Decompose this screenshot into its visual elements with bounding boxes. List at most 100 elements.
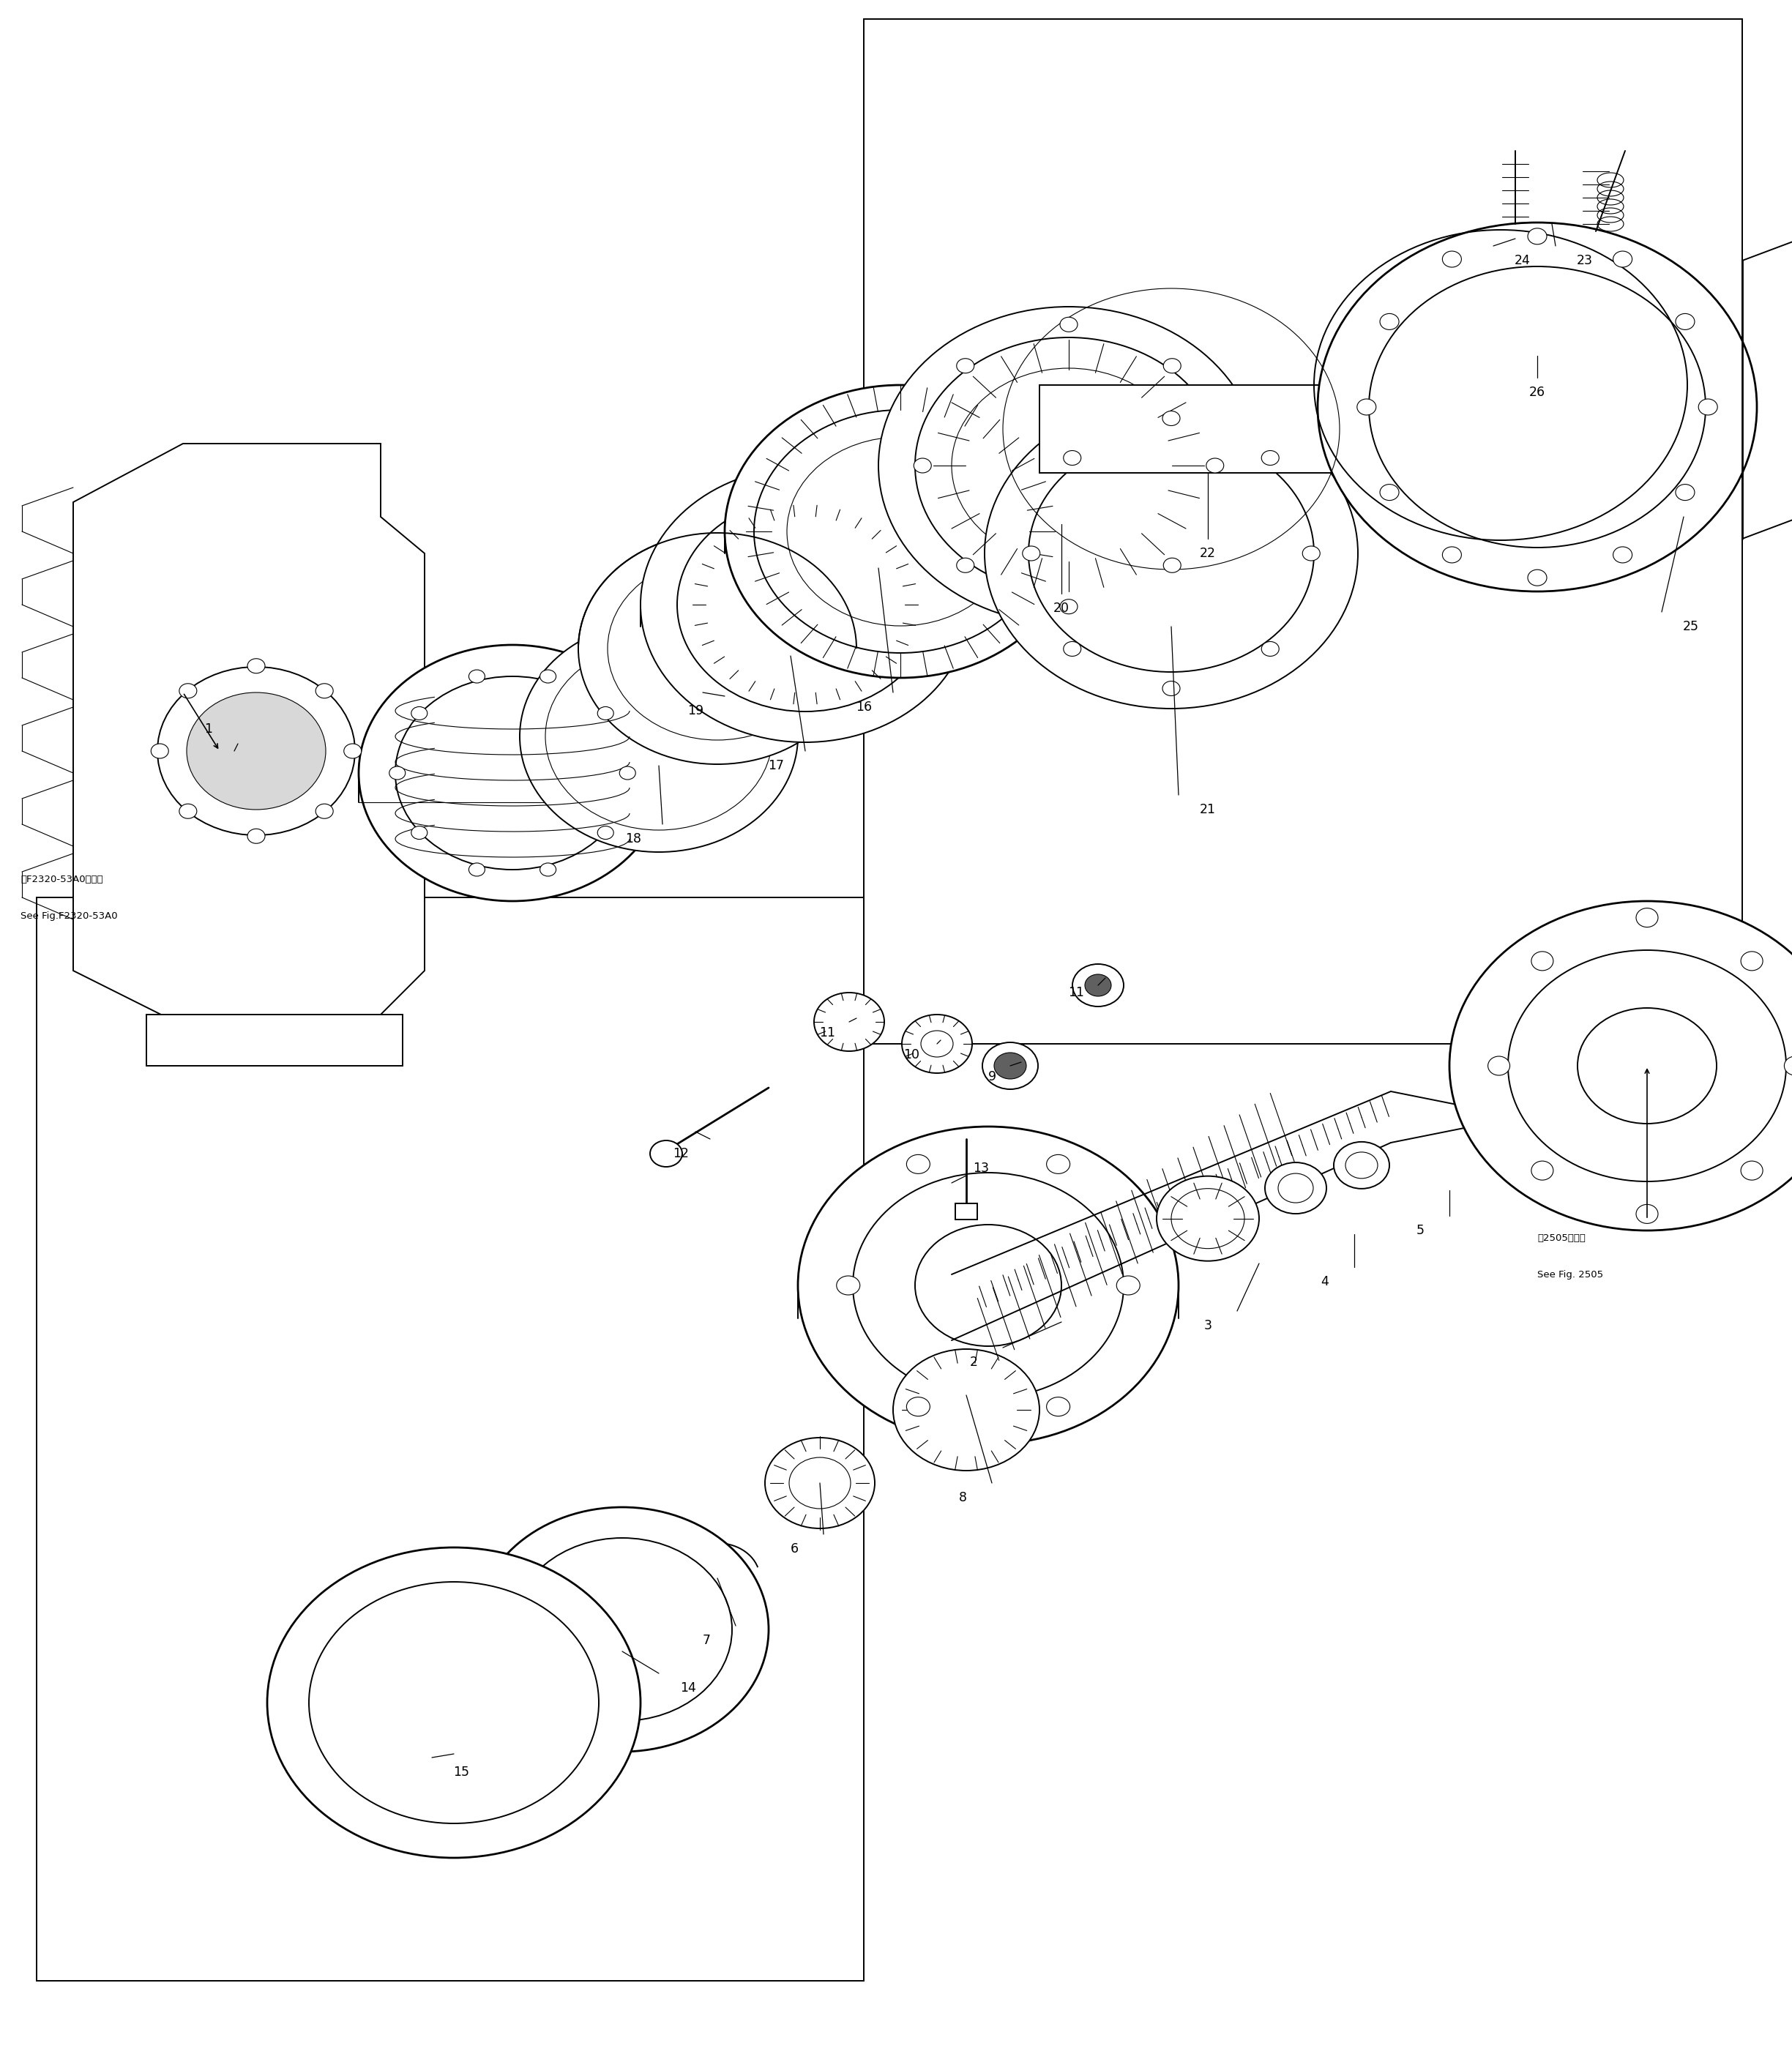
Ellipse shape [358, 645, 667, 902]
Ellipse shape [520, 620, 797, 852]
Ellipse shape [957, 559, 975, 573]
Text: 9: 9 [987, 1070, 996, 1082]
Text: 13: 13 [973, 1163, 989, 1175]
Text: 22: 22 [1201, 546, 1217, 561]
Text: 19: 19 [688, 705, 704, 717]
Ellipse shape [1172, 1189, 1244, 1249]
Ellipse shape [907, 1397, 930, 1415]
Ellipse shape [470, 863, 486, 877]
Polygon shape [73, 444, 425, 1015]
Text: 3: 3 [1204, 1319, 1211, 1333]
Ellipse shape [539, 863, 556, 877]
Text: 第2505図参照: 第2505図参照 [1538, 1232, 1586, 1243]
Ellipse shape [1333, 1142, 1389, 1189]
Ellipse shape [597, 707, 613, 719]
Ellipse shape [1380, 485, 1400, 501]
Polygon shape [36, 898, 864, 1980]
Text: See Fig. 2505: See Fig. 2505 [1538, 1269, 1604, 1280]
Ellipse shape [1357, 398, 1376, 415]
Ellipse shape [1676, 485, 1695, 501]
Ellipse shape [513, 1538, 731, 1721]
Text: 8: 8 [959, 1491, 966, 1504]
Ellipse shape [1532, 1161, 1554, 1181]
Ellipse shape [982, 1041, 1038, 1089]
Ellipse shape [837, 1276, 860, 1294]
Ellipse shape [247, 830, 265, 844]
Bar [955, 1204, 977, 1220]
Ellipse shape [1063, 641, 1081, 655]
Ellipse shape [344, 744, 362, 758]
Ellipse shape [853, 1173, 1124, 1399]
Ellipse shape [539, 670, 556, 684]
Ellipse shape [1346, 1152, 1378, 1179]
Ellipse shape [158, 668, 355, 836]
Ellipse shape [597, 826, 613, 840]
Ellipse shape [916, 1224, 1061, 1345]
Text: 14: 14 [681, 1682, 695, 1695]
Ellipse shape [247, 659, 265, 674]
Ellipse shape [1699, 398, 1717, 415]
Ellipse shape [787, 438, 1014, 626]
Ellipse shape [901, 1015, 971, 1072]
Ellipse shape [315, 803, 333, 820]
Text: See Fig.F2320-53A0: See Fig.F2320-53A0 [20, 912, 118, 920]
Ellipse shape [579, 532, 857, 764]
Ellipse shape [677, 497, 934, 711]
Ellipse shape [470, 670, 486, 684]
Ellipse shape [477, 1508, 769, 1752]
Text: 26: 26 [1529, 386, 1545, 398]
Ellipse shape [1487, 1056, 1511, 1076]
Ellipse shape [1443, 546, 1462, 563]
Ellipse shape [1740, 1161, 1763, 1181]
Ellipse shape [907, 1154, 930, 1173]
Ellipse shape [788, 1458, 851, 1508]
Ellipse shape [1369, 267, 1706, 548]
Ellipse shape [1262, 641, 1279, 655]
Ellipse shape [315, 684, 333, 698]
Text: 24: 24 [1514, 255, 1530, 267]
Ellipse shape [186, 692, 326, 809]
Text: 18: 18 [625, 832, 642, 846]
Ellipse shape [1529, 228, 1546, 244]
Ellipse shape [1084, 974, 1111, 996]
Ellipse shape [1577, 1009, 1717, 1124]
Text: 5: 5 [1416, 1224, 1425, 1237]
Ellipse shape [952, 368, 1186, 563]
Ellipse shape [179, 684, 197, 698]
Ellipse shape [620, 766, 636, 781]
Ellipse shape [1047, 1397, 1070, 1415]
Text: 7: 7 [702, 1633, 710, 1647]
Ellipse shape [1063, 450, 1081, 464]
Ellipse shape [984, 398, 1358, 709]
Ellipse shape [1303, 546, 1321, 561]
Ellipse shape [921, 1031, 953, 1058]
Ellipse shape [1061, 316, 1077, 333]
Ellipse shape [1785, 1056, 1792, 1076]
Text: 15: 15 [453, 1766, 470, 1779]
Ellipse shape [1163, 411, 1179, 425]
Ellipse shape [1740, 951, 1763, 972]
Ellipse shape [1317, 222, 1756, 592]
Ellipse shape [545, 643, 772, 830]
Text: 11: 11 [1068, 986, 1084, 998]
Polygon shape [1039, 384, 1376, 472]
Ellipse shape [1029, 435, 1314, 672]
Ellipse shape [1380, 314, 1400, 331]
Ellipse shape [1163, 682, 1179, 696]
Ellipse shape [1676, 314, 1695, 331]
Text: 4: 4 [1321, 1276, 1330, 1288]
Ellipse shape [1278, 1173, 1314, 1204]
Text: 11: 11 [819, 1027, 835, 1039]
Ellipse shape [1532, 951, 1554, 972]
Ellipse shape [797, 1126, 1179, 1444]
Ellipse shape [151, 744, 168, 758]
Ellipse shape [389, 766, 405, 781]
Text: 16: 16 [857, 700, 873, 713]
Ellipse shape [1163, 559, 1181, 573]
Ellipse shape [1450, 902, 1792, 1230]
Ellipse shape [1061, 600, 1077, 614]
Ellipse shape [1529, 569, 1546, 585]
Text: 23: 23 [1577, 255, 1593, 267]
Polygon shape [864, 18, 1742, 1043]
Text: 12: 12 [672, 1146, 688, 1161]
